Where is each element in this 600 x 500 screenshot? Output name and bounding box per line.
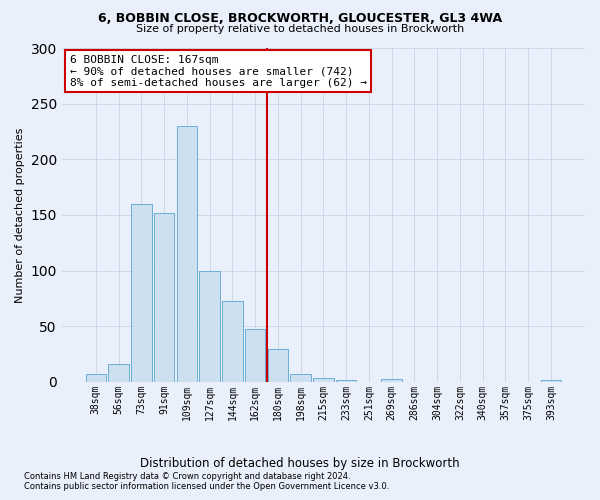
Bar bbox=[313, 378, 334, 382]
Bar bbox=[290, 374, 311, 382]
Bar bbox=[382, 378, 402, 382]
Bar bbox=[245, 328, 265, 382]
Bar bbox=[199, 270, 220, 382]
Y-axis label: Number of detached properties: Number of detached properties bbox=[15, 128, 25, 302]
Bar bbox=[154, 213, 175, 382]
Bar bbox=[336, 380, 356, 382]
Text: Contains HM Land Registry data © Crown copyright and database right 2024.: Contains HM Land Registry data © Crown c… bbox=[24, 472, 350, 481]
Text: Contains public sector information licensed under the Open Government Licence v3: Contains public sector information licen… bbox=[24, 482, 389, 491]
Bar bbox=[131, 204, 152, 382]
Text: Size of property relative to detached houses in Brockworth: Size of property relative to detached ho… bbox=[136, 24, 464, 34]
Text: 6 BOBBIN CLOSE: 167sqm
← 90% of detached houses are smaller (742)
8% of semi-det: 6 BOBBIN CLOSE: 167sqm ← 90% of detached… bbox=[70, 54, 367, 88]
Bar bbox=[222, 300, 242, 382]
Bar bbox=[268, 348, 288, 382]
Text: 6, BOBBIN CLOSE, BROCKWORTH, GLOUCESTER, GL3 4WA: 6, BOBBIN CLOSE, BROCKWORTH, GLOUCESTER,… bbox=[98, 12, 502, 26]
Bar bbox=[541, 380, 561, 382]
Bar bbox=[109, 364, 129, 382]
Bar bbox=[176, 126, 197, 382]
Text: Distribution of detached houses by size in Brockworth: Distribution of detached houses by size … bbox=[140, 458, 460, 470]
Bar bbox=[86, 374, 106, 382]
